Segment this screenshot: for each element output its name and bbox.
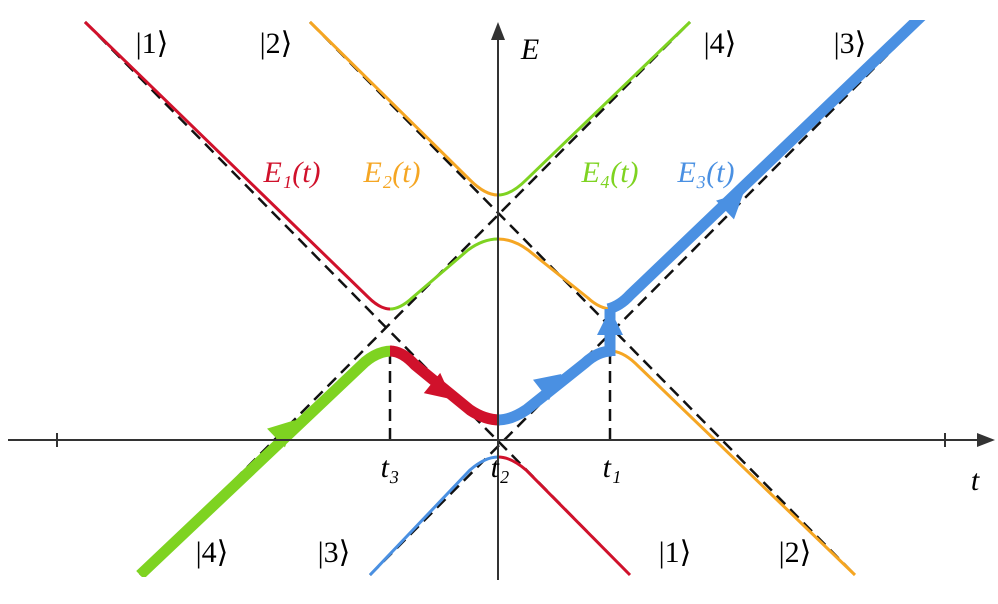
- axis-arrow: [491, 22, 505, 40]
- level-curve: [389, 237, 499, 311]
- time-label: t₁: [603, 451, 622, 484]
- axis-arrow: [977, 433, 995, 447]
- ket-label: |4⟩: [704, 27, 737, 60]
- arrowhead: [716, 192, 744, 220]
- ket-label: |1⟩: [659, 536, 692, 569]
- energy-label: E₄(t): [580, 156, 638, 189]
- level-curve: [368, 455, 499, 577]
- energy-label: E₂(t): [362, 156, 420, 189]
- level-curve: [497, 237, 613, 311]
- time-label: t₃: [381, 451, 400, 484]
- energy-label: E₃(t): [676, 156, 734, 189]
- time-label: t₂: [491, 451, 510, 484]
- ket-label: |2⟩: [779, 536, 812, 569]
- arrowhead: [267, 420, 295, 448]
- arrowhead: [423, 372, 453, 400]
- ket-label: |1⟩: [136, 27, 169, 60]
- level-curve: [609, 349, 857, 577]
- diabatic-line: [309, 21, 856, 576]
- evolution-path: [136, 345, 393, 577]
- level-curve: [308, 20, 499, 197]
- diabatic-line: [369, 21, 921, 576]
- curves: [83, 20, 926, 577]
- axis-label: E: [520, 33, 539, 66]
- evolution-path: [606, 20, 926, 315]
- axis-label: t: [971, 464, 980, 497]
- ket-label: |4⟩: [196, 536, 229, 569]
- energy-label: E₁(t): [262, 156, 320, 189]
- ket-label: |2⟩: [260, 27, 293, 60]
- arrowhead: [532, 373, 562, 401]
- level-curve: [497, 20, 692, 197]
- arrowhead: [597, 309, 623, 335]
- level-curve: [497, 455, 632, 577]
- level-curve: [83, 20, 391, 311]
- diabatic-line: [139, 21, 691, 576]
- ket-label: |3⟩: [318, 536, 351, 569]
- ket-label: |3⟩: [834, 27, 867, 60]
